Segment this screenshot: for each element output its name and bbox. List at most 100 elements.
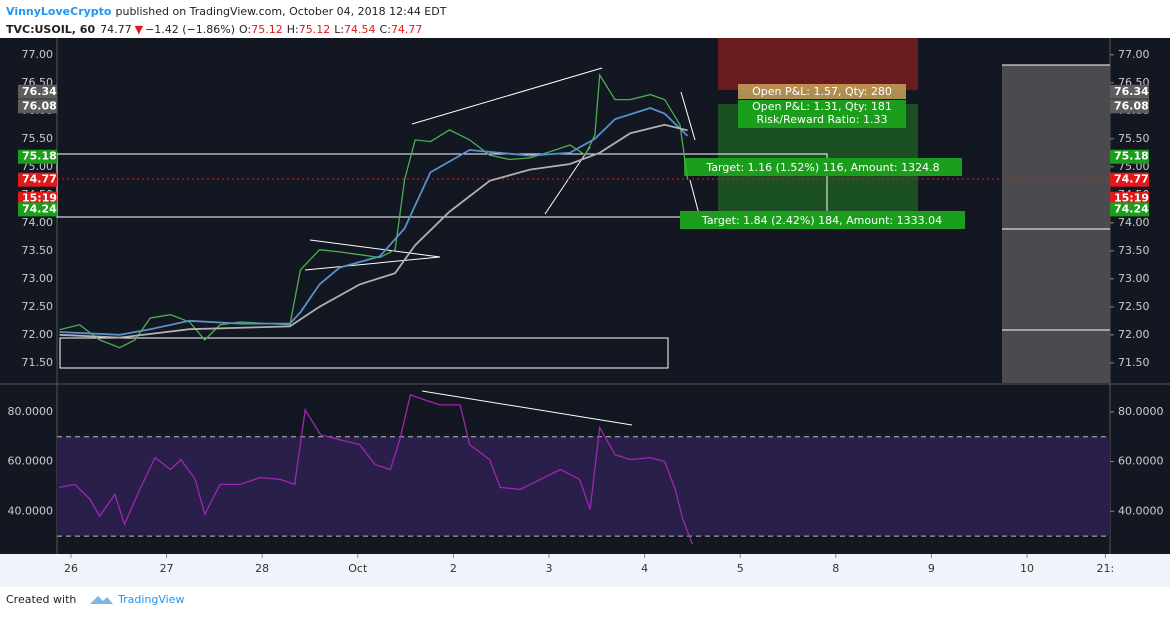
price-label-bg [1110,202,1149,217]
label-box [680,211,965,229]
change: −1.42 (−1.86%) [145,23,235,36]
c: 74.77 [391,23,423,36]
y-tick-label: 73.50 [22,244,54,257]
y-tick-label: 75.50 [22,132,54,145]
countdown: 15:19 [1114,192,1149,205]
y-tick-label: 72.50 [22,300,54,313]
l: 74.54 [344,23,376,36]
arrow [680,91,696,141]
y-tick-label: 73.00 [22,272,54,285]
brand[interactable]: TradingView [117,593,184,606]
o: 75.12 [251,23,283,36]
x-tick-label: 10 [1020,562,1034,575]
label-box [738,84,906,99]
h: 75.12 [299,23,331,36]
h-label: H: [287,23,299,36]
y-tick-label: 72.00 [1118,328,1150,341]
price-label: 76.34 [1114,85,1149,98]
y-tick-label: 71.50 [1118,356,1150,369]
legend-line: TVC:USOIL, 60 74.77 ▼ −1.42 (−1.86%) O:75.12… [6,23,422,36]
price-label-bg [1110,172,1149,187]
pennant [304,239,441,271]
price-label: 74.77 [1114,173,1149,186]
support-box [59,337,669,369]
price-label: 76.08 [1114,99,1149,112]
countdown: 15:19 [22,192,57,205]
countdown-bg [1110,191,1149,206]
price-label: 74.77 [22,173,57,186]
range-box [1002,65,1110,383]
price-label-bg [1110,149,1149,164]
label-box [738,100,906,128]
y-tick-label: 73.50 [1118,244,1150,257]
countdown-bg [18,191,57,206]
trendline [544,146,591,215]
x-tick-label: 2 [450,562,457,575]
y-tick-label: 72.00 [22,328,54,341]
price-label: 75.18 [1114,150,1149,163]
last: 74.77 [100,23,132,36]
y-tick-label: 77.00 [1118,48,1150,61]
x-tick-label: Oct [348,562,368,575]
y-tick-label: 74.00 [1118,216,1150,229]
annotation: Open P&L: 1.57, Qty: 280 [752,85,892,98]
annotation: Target: 1.84 (2.42%) 184, Amount: 1333.0… [701,214,942,227]
y-tick-label: 75.50 [1118,132,1150,145]
annotation: Target: 1.16 (1.52%) 116, Amount: 1324.8 [705,161,939,174]
label-box [684,158,962,176]
price-label-bg [18,84,57,99]
y-tick-label: 40.0000 [1118,504,1164,517]
annotation: Open P&L: 1.31, Qty: 181 [752,100,892,113]
x-tick-label: 28 [255,562,269,575]
x-tick-label: 8 [832,562,839,575]
y-tick-label: 80.0000 [8,405,54,418]
y-tick-label: 60.0000 [1118,455,1164,468]
y-tick-label: 80.0000 [1118,405,1164,418]
rsi-band [57,436,1110,537]
author[interactable]: VinnyLoveCrypto [6,5,112,18]
price-label-bg [1110,84,1149,99]
symbol: TVC:USOIL, 60 [6,23,95,36]
time-axis-bg [0,554,1170,587]
down-icon: ▼ [135,23,144,36]
y-tick-label: 74.00 [22,216,54,229]
annotation: Risk/Reward Ratio: 1.33 [757,113,888,126]
x-tick-label: 26 [64,562,78,575]
y-tick-label: 72.50 [1118,300,1150,313]
x-tick-label: 3 [545,562,552,575]
price-label: 76.08 [22,99,57,112]
price-label: 74.24 [1114,202,1149,215]
stop-zone [718,38,918,90]
series-line [59,123,688,339]
x-tick-label: 5 [737,562,744,575]
trendline [411,67,603,125]
price-label: 74.24 [22,202,57,215]
price-label-bg [18,99,57,114]
series-line [59,72,689,349]
x-tick-label: 27 [160,562,174,575]
y-tick-label: 77.00 [22,48,54,61]
x-tick-label: 4 [641,562,648,575]
price-label-bg [1110,99,1149,114]
y-tick-label: 60.0000 [8,455,54,468]
y-tick-label: 40.0000 [8,504,54,517]
price-label: 75.18 [22,150,57,163]
price-label: 76.34 [22,85,57,98]
series-line [59,394,694,545]
price-label-bg [18,202,57,217]
header-line: VinnyLoveCrypto published on TradingView.… [6,5,447,18]
y-tick-label: 71.50 [22,356,54,369]
o-label: O: [239,23,251,36]
published: published on TradingView.com, October 04… [115,5,446,18]
tv-logo [90,596,113,604]
price-label-bg [18,149,57,164]
y-tick-label: 73.00 [1118,272,1150,285]
x-tick-label: 9 [928,562,935,575]
series-line [59,107,689,336]
price-label-bg [18,172,57,187]
c-label: C: [380,23,391,36]
x-tick-label: 21: [1097,562,1115,575]
rsi-band-group [57,436,1110,537]
